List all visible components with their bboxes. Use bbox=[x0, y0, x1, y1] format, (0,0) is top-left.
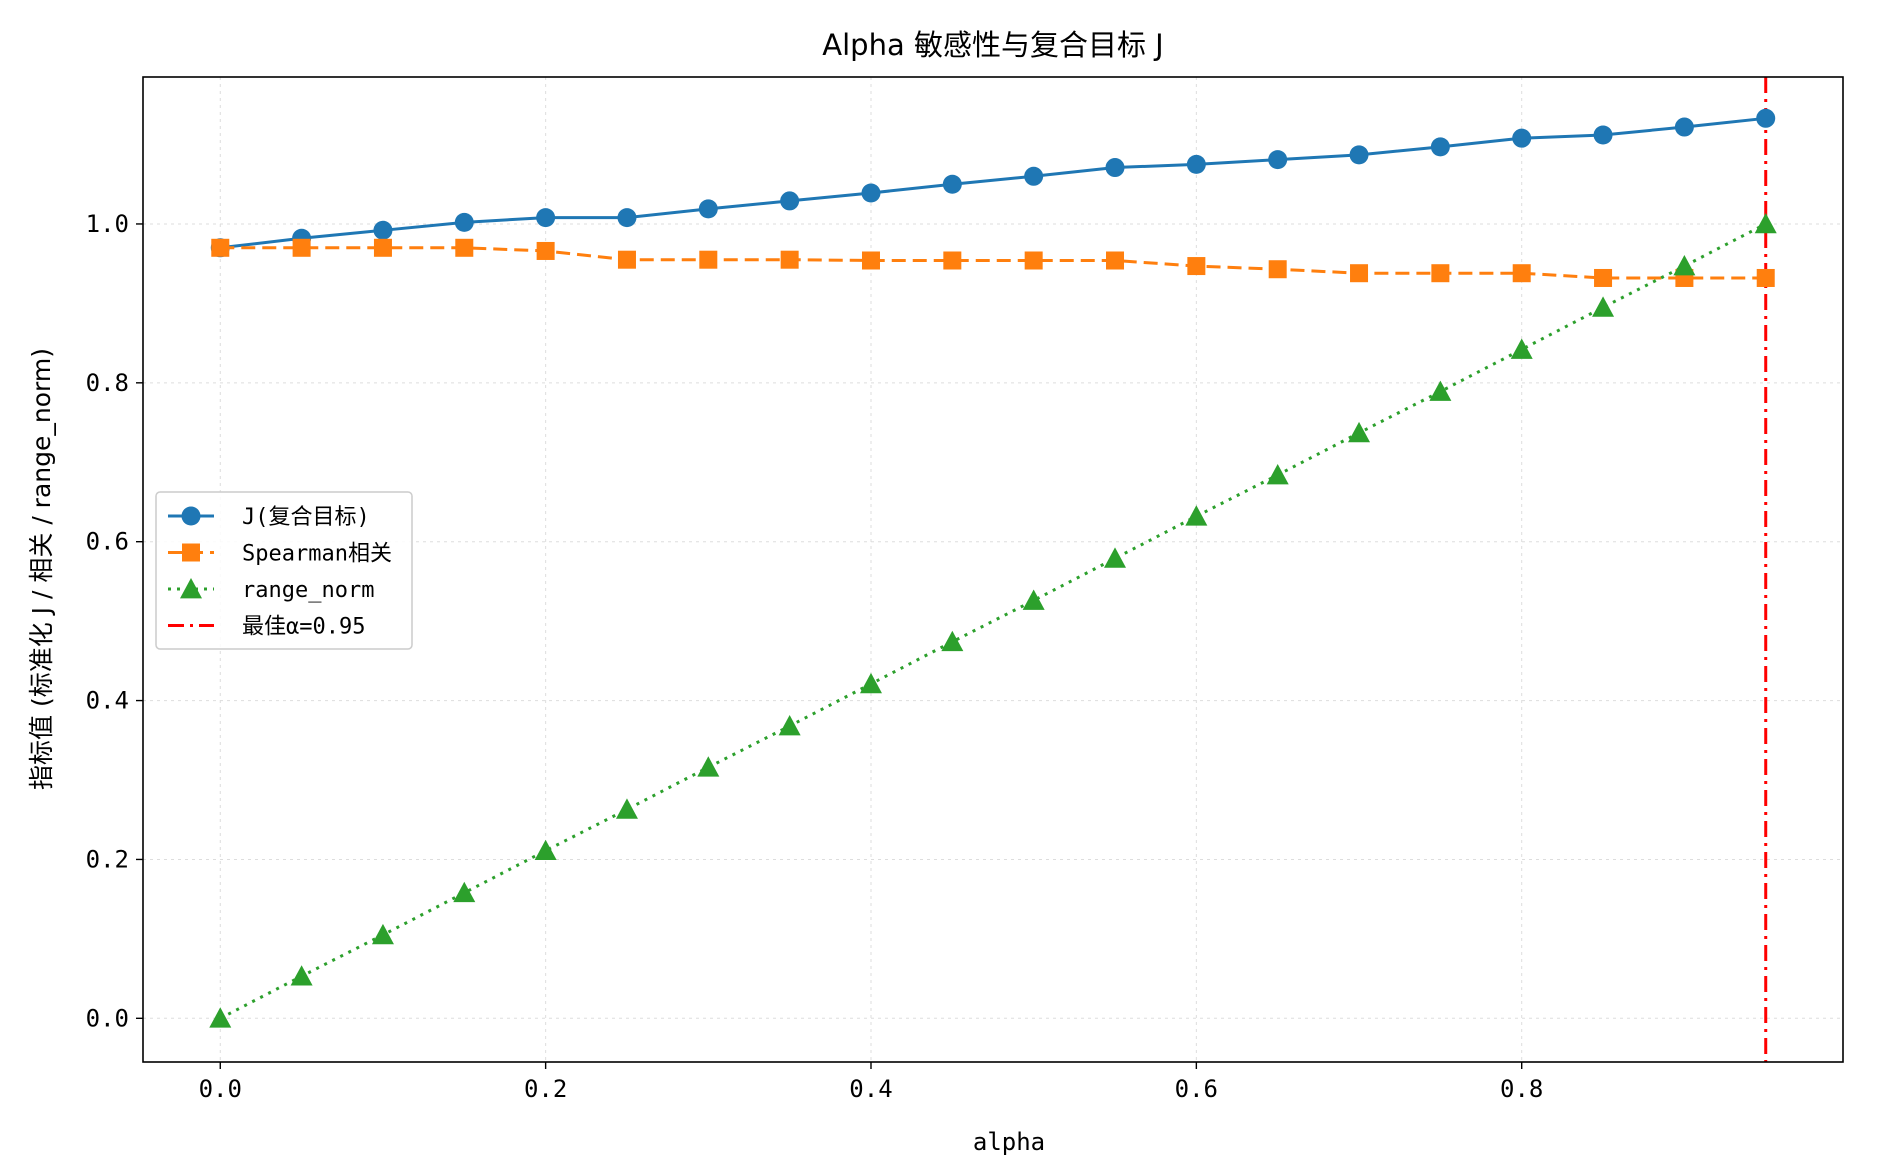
series-2 bbox=[211, 238, 1775, 287]
data-point bbox=[780, 191, 800, 211]
y-axis-label: 指标值 (标准化 J / 相关 / range_norm) bbox=[27, 348, 56, 790]
x-tick-label: 0.4 bbox=[849, 1075, 892, 1103]
data-point bbox=[1673, 255, 1696, 276]
data-point bbox=[1430, 137, 1450, 157]
data-point bbox=[1024, 251, 1043, 270]
data-point bbox=[292, 238, 311, 257]
data-point bbox=[1674, 117, 1694, 137]
grid bbox=[143, 77, 1843, 1062]
data-point bbox=[1512, 128, 1532, 148]
chart-title: Alpha 敏感性与复合目标 J bbox=[822, 28, 1163, 62]
y-tick-label: 0.8 bbox=[86, 369, 129, 397]
legend-marker bbox=[180, 578, 202, 599]
data-point bbox=[1187, 257, 1206, 276]
series-line bbox=[219, 222, 1767, 1020]
data-point bbox=[1106, 251, 1125, 270]
data-point bbox=[1268, 150, 1288, 170]
data-point bbox=[615, 798, 638, 819]
data-point bbox=[1754, 212, 1777, 234]
data-point bbox=[778, 714, 801, 736]
data-point bbox=[454, 212, 474, 232]
data-point bbox=[373, 220, 393, 240]
data-point bbox=[1350, 264, 1369, 283]
x-tick-label: 0.2 bbox=[524, 1075, 567, 1103]
data-point bbox=[1104, 547, 1127, 568]
data-point bbox=[1186, 154, 1206, 174]
data-point bbox=[617, 250, 636, 269]
data-point bbox=[1266, 463, 1289, 485]
x-tick-label: 0.0 bbox=[199, 1075, 242, 1103]
x-tick-label: 0.8 bbox=[1500, 1075, 1543, 1103]
y-tick-label: 1.0 bbox=[86, 210, 129, 238]
data-point bbox=[1348, 421, 1371, 443]
data-point bbox=[1756, 108, 1776, 128]
data-point bbox=[941, 630, 964, 652]
y-tick-label: 0.0 bbox=[86, 1004, 129, 1032]
data-point bbox=[861, 251, 880, 270]
data-point bbox=[943, 251, 962, 270]
legend-marker bbox=[182, 543, 200, 562]
data-point bbox=[1593, 125, 1613, 145]
series-layer bbox=[209, 108, 1777, 1028]
legend-label: J(复合目标) bbox=[242, 505, 370, 530]
x-tick-label: 0.6 bbox=[1175, 1075, 1218, 1103]
x-axis: 0.0 0.2 0.4 0.6 0.8 bbox=[199, 1062, 1543, 1103]
y-tick-label: 0.6 bbox=[86, 528, 129, 556]
data-point bbox=[697, 756, 720, 777]
series-line bbox=[220, 246, 1766, 280]
data-point bbox=[1022, 589, 1045, 610]
data-point bbox=[1431, 264, 1450, 283]
legend-marker bbox=[181, 506, 201, 526]
data-point bbox=[1024, 166, 1044, 186]
data-point bbox=[617, 208, 637, 228]
y-tick-label: 0.4 bbox=[86, 687, 129, 715]
y-axis: 0.0 0.2 0.4 0.6 0.8 1.0 bbox=[86, 210, 143, 1032]
series-line bbox=[220, 116, 1766, 250]
data-point bbox=[536, 241, 555, 260]
legend-label: range_norm bbox=[242, 578, 374, 603]
data-point bbox=[1594, 268, 1613, 287]
data-point bbox=[1510, 338, 1533, 359]
series-1 bbox=[210, 108, 1776, 258]
data-point bbox=[455, 238, 474, 257]
data-point bbox=[373, 238, 392, 257]
data-point bbox=[290, 965, 313, 986]
data-point bbox=[861, 183, 881, 203]
data-point bbox=[536, 208, 556, 228]
data-point bbox=[698, 199, 718, 219]
data-point bbox=[780, 250, 799, 269]
data-point bbox=[1512, 264, 1531, 283]
data-point bbox=[699, 250, 718, 269]
series-3 bbox=[209, 212, 1777, 1028]
data-point bbox=[371, 923, 394, 945]
data-point bbox=[1349, 145, 1369, 165]
plot-frame bbox=[142, 76, 1844, 1063]
data-point bbox=[534, 839, 557, 861]
data-point bbox=[942, 174, 962, 194]
x-axis-label: alpha bbox=[973, 1128, 1045, 1156]
data-point bbox=[1756, 268, 1775, 287]
legend-frame bbox=[155, 491, 413, 650]
legend: J(复合目标) Spearman相关 range_norm 最佳α=0.95 bbox=[155, 491, 413, 650]
data-point bbox=[1592, 296, 1615, 317]
legend-label: 最佳α=0.95 bbox=[242, 615, 365, 640]
y-tick-label: 0.2 bbox=[86, 845, 129, 873]
data-point bbox=[1185, 505, 1208, 526]
data-point bbox=[1429, 380, 1452, 401]
data-point bbox=[211, 238, 230, 257]
data-point bbox=[453, 881, 476, 903]
data-point bbox=[859, 672, 882, 694]
data-point bbox=[1268, 260, 1287, 279]
data-point bbox=[1105, 158, 1125, 178]
data-point bbox=[209, 1007, 232, 1028]
legend-label: Spearman相关 bbox=[242, 542, 392, 567]
